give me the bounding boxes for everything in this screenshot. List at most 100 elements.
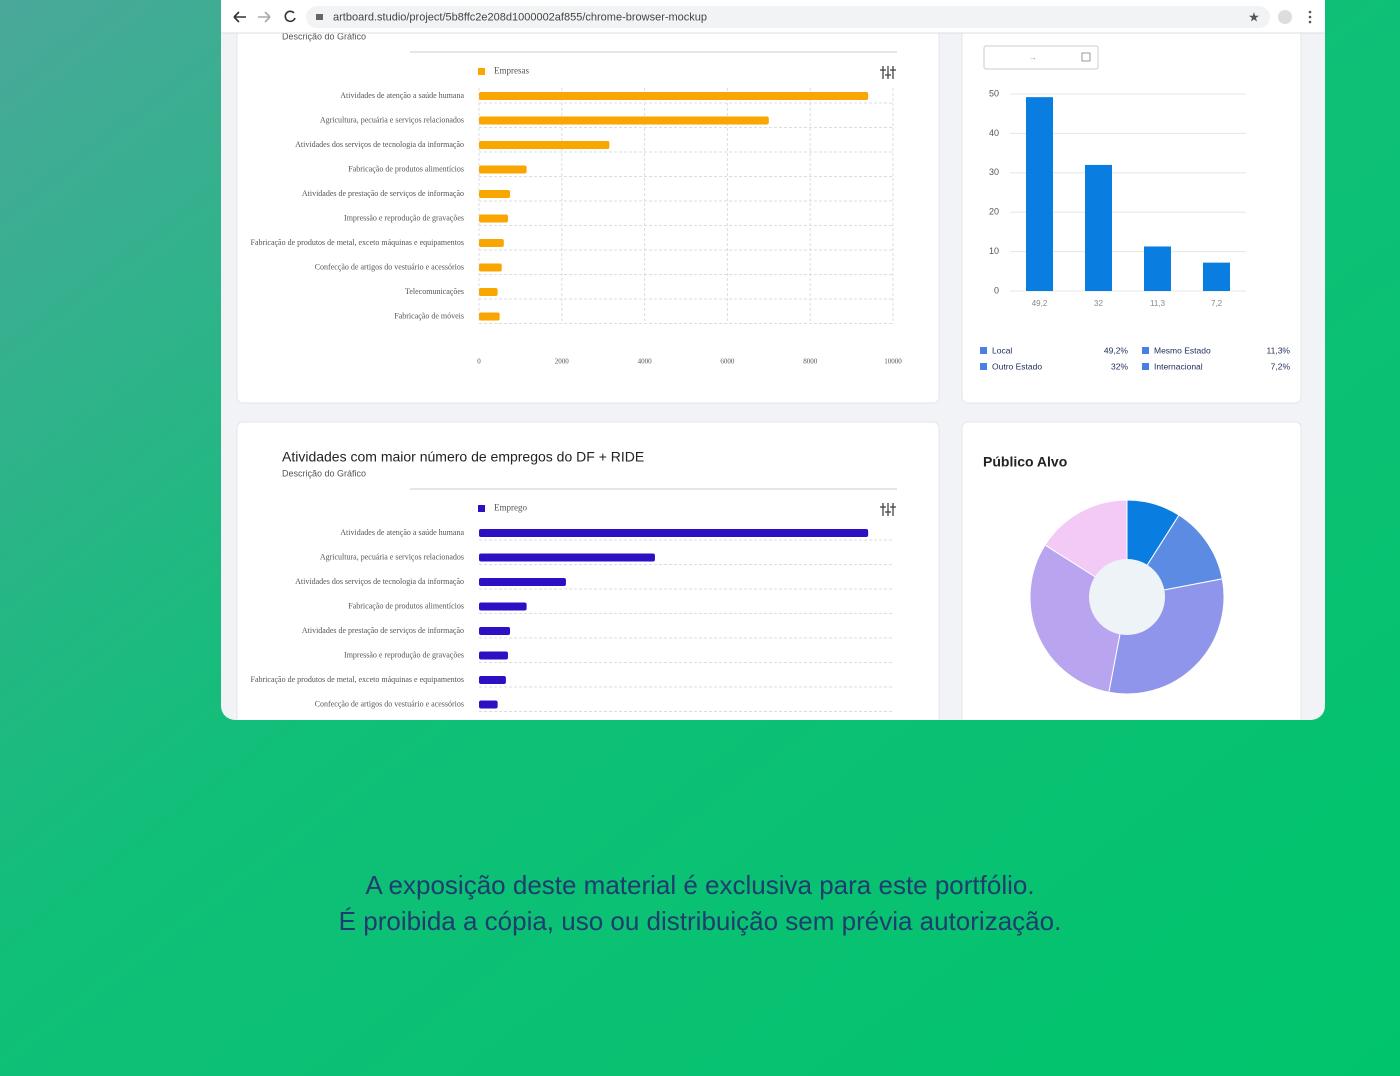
y-tick-label: Impressão e reprodução de gravações <box>344 650 464 659</box>
y-tick-label: 50 <box>989 88 999 98</box>
bar <box>1085 164 1112 291</box>
y-tick-label: 10 <box>989 246 999 256</box>
y-tick-label: Confecção de artigos do vestuário e aces… <box>315 262 464 271</box>
legend-label: Emprego <box>494 503 527 513</box>
address-bar[interactable] <box>306 6 1270 28</box>
x-tick-label: 11,3 <box>1150 299 1166 308</box>
footer-line: É proibida a cópia, uso ou distribuição … <box>339 906 1062 936</box>
bar <box>479 190 511 198</box>
bar <box>479 214 508 223</box>
y-tick-label: Fabricação de produtos de metal, exceto … <box>251 238 464 247</box>
bar <box>479 700 498 709</box>
legend-swatch <box>980 363 987 370</box>
menu-button[interactable] <box>1308 10 1312 24</box>
bar <box>479 627 511 635</box>
legend-swatch <box>1142 363 1149 370</box>
lock-icon <box>316 14 323 20</box>
legend-swatch <box>478 68 485 75</box>
bar <box>479 553 655 562</box>
bar <box>479 263 502 272</box>
legend-value: 7,2% <box>1271 361 1291 371</box>
y-tick-label: Agricultura, pecuária e serviços relacio… <box>320 115 464 124</box>
legend-label: Outro Estado <box>992 361 1042 371</box>
chart-title: Atividades com maior número de empregos … <box>282 449 644 465</box>
calendar-icon <box>1081 52 1091 62</box>
bar <box>479 288 498 296</box>
date-separator: → <box>1029 53 1037 62</box>
y-tick-label: Fabricação de móveis <box>394 311 464 320</box>
content: Descrição do Gráfico Empresas 0 2000 4000 600… <box>251 31 1291 712</box>
y-tick-label: Atividades de prestação de serviços de i… <box>302 189 464 198</box>
y-tick-label: Fabricação de produtos de metal, exceto … <box>251 675 464 684</box>
bar <box>479 92 869 100</box>
card <box>961 0 1302 404</box>
bar <box>479 116 769 125</box>
toolbar: artboard.studio/project/5b8ffc2e208d1000… <box>221 0 1325 34</box>
card <box>236 0 940 404</box>
y-tick-label: 0 <box>994 285 999 295</box>
y-tick-label: 30 <box>989 167 999 177</box>
forward-button[interactable] <box>258 11 271 23</box>
y-tick-label: Atividades de atenção a saúde humana <box>340 91 464 100</box>
card <box>236 421 940 720</box>
x-tick-label: 49,2 <box>1032 299 1048 308</box>
chart-subtitle: Descrição do Gráfico <box>282 468 366 478</box>
donut-hole <box>1089 559 1165 635</box>
y-tick-label: Confecção de artigos do vestuário e aces… <box>315 699 464 708</box>
x-tick-label: 7,2 <box>1211 299 1223 308</box>
y-tick-label: Atividades dos serviços de tecnologia da… <box>295 140 464 149</box>
y-tick-label: Atividades dos serviços de tecnologia da… <box>295 577 464 586</box>
bar <box>479 578 566 586</box>
y-tick-label: 20 <box>989 207 999 217</box>
bar <box>479 676 506 684</box>
bar <box>479 651 508 660</box>
legend-value: 49,2% <box>1104 345 1129 355</box>
bar <box>1026 97 1053 291</box>
y-tick-label: Atividades de atenção a saúde humana <box>340 528 464 537</box>
bar <box>1203 262 1230 291</box>
profile-avatar[interactable] <box>1278 10 1292 24</box>
date-picker[interactable] <box>983 45 1099 70</box>
legend-label: Local <box>992 345 1012 355</box>
y-tick-label: Agricultura, pecuária e serviços relacio… <box>320 552 464 561</box>
y-tick-label: 40 <box>989 128 999 138</box>
legend-swatch <box>980 347 987 354</box>
bar <box>479 239 504 247</box>
legend-value: 32% <box>1111 361 1128 371</box>
bar <box>479 141 610 149</box>
y-tick-label: Fabricação de produtos alimentícios <box>348 601 464 610</box>
legend-swatch <box>478 505 485 512</box>
footer-line: A exposição deste material é exclusiva p… <box>365 870 1034 900</box>
reload-button[interactable] <box>284 10 296 23</box>
x-tick-label: 8000 <box>803 358 818 366</box>
back-button[interactable] <box>233 11 246 23</box>
bar <box>1144 246 1171 291</box>
legend-value: 11,3% <box>1267 345 1291 355</box>
y-tick-label: Atividades de prestação de serviços de i… <box>302 626 464 635</box>
bar <box>479 529 869 537</box>
chart-title: Público Alvo <box>983 454 1067 470</box>
bar <box>479 602 527 611</box>
x-tick-label: 2000 <box>555 358 570 366</box>
filter-icon[interactable] <box>880 503 896 516</box>
x-tick-label: 4000 <box>638 358 653 366</box>
chart-subtitle: Descrição do Gráfico <box>282 31 366 41</box>
legend-label: Mesmo Estado <box>1154 345 1211 355</box>
filter-icon[interactable] <box>880 66 896 79</box>
browser-window: Descrição do Gráfico Empresas 0 2000 4000 600… <box>221 0 1325 720</box>
url: artboard.studio/project/5b8ffc2e208d1000… <box>333 11 707 23</box>
x-tick-label: 0 <box>477 358 481 366</box>
y-tick-label: Impressão e reprodução de gravações <box>344 213 464 222</box>
x-tick-label: 10000 <box>884 358 902 366</box>
legend-label: Empresas <box>494 66 529 76</box>
x-tick-label: 32 <box>1094 299 1103 308</box>
bar <box>479 165 527 174</box>
y-tick-label: Telecomunicações <box>405 287 464 296</box>
legend-label: Internacional <box>1154 361 1203 371</box>
bar <box>479 312 500 321</box>
legend-swatch <box>1142 347 1149 354</box>
x-tick-label: 6000 <box>720 358 735 366</box>
bookmark-star[interactable]: ★ <box>1248 9 1260 24</box>
y-tick-label: Fabricação de produtos alimentícios <box>348 164 464 173</box>
